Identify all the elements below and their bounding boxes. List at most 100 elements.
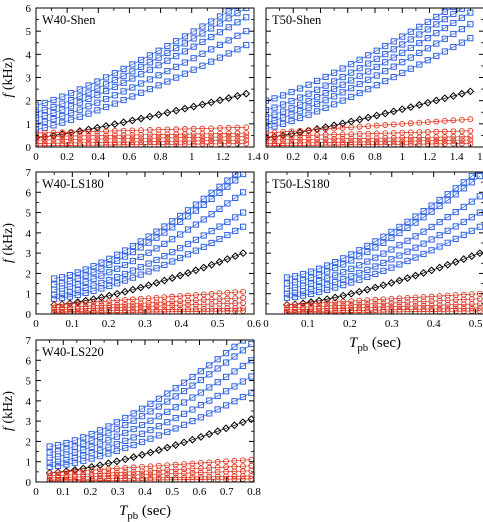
data-point-circle — [139, 468, 145, 475]
data-point-square — [436, 196, 443, 204]
data-point-square — [189, 382, 196, 389]
data-point-square — [54, 442, 62, 449]
data-point-square — [283, 274, 291, 281]
data-point-diamond — [180, 104, 189, 113]
data-point-square — [388, 228, 395, 236]
data-point-square — [399, 41, 406, 48]
data-point-square — [164, 398, 171, 405]
data-point-square — [90, 287, 97, 294]
data-point-square — [173, 38, 180, 45]
data-point-square — [468, 198, 475, 205]
x-tick-label: 0 — [263, 151, 269, 163]
data-point-square — [424, 18, 431, 26]
data-point-square — [111, 92, 118, 99]
data-point-circle — [348, 307, 355, 314]
data-point-square — [404, 248, 411, 255]
data-point-square — [189, 373, 196, 381]
data-point-square — [382, 51, 389, 58]
data-point-circle — [380, 300, 387, 307]
data-point-circle — [348, 135, 355, 142]
x-axis-title: Tpb (sec) — [349, 335, 401, 354]
data-point-circle — [120, 132, 127, 139]
data-point-square — [399, 49, 406, 56]
data-point-circle — [364, 307, 371, 314]
data-point-circle — [365, 138, 372, 145]
data-point-diamond — [415, 101, 424, 109]
data-point-square — [232, 172, 239, 178]
data-point-circle — [50, 136, 57, 143]
data-point-circle — [441, 128, 448, 135]
data-point-circle — [308, 300, 315, 307]
data-point-square — [41, 112, 48, 119]
data-point-square — [51, 291, 58, 298]
data-point-circle — [164, 476, 171, 482]
data-point-square — [340, 269, 347, 276]
data-point-square — [364, 242, 371, 250]
data-point-circle — [380, 306, 387, 313]
x-tick-label: 0.1 — [56, 486, 70, 498]
data-point-diamond — [172, 106, 181, 115]
data-point-circle — [206, 469, 213, 476]
data-point-circle — [407, 120, 414, 127]
data-point-circle — [232, 289, 239, 296]
data-point-square — [46, 459, 53, 466]
y-tick-label: 2 — [26, 96, 32, 108]
series-line-blue — [36, 30, 247, 125]
data-point-square — [322, 90, 329, 97]
data-point-diamond — [102, 122, 110, 130]
data-point-circle — [316, 300, 323, 306]
data-point-circle — [71, 468, 78, 475]
data-point-square — [216, 29, 224, 36]
data-point-square — [373, 82, 380, 89]
data-point-square — [208, 46, 215, 53]
x-tick-label: 0.8 — [154, 151, 168, 163]
data-point-circle — [80, 467, 87, 474]
data-point-circle — [424, 137, 431, 144]
data-point-square — [313, 86, 321, 93]
data-point-square — [50, 96, 57, 104]
data-point-square — [164, 419, 171, 426]
data-point-circle — [164, 467, 171, 473]
data-point-circle — [129, 132, 136, 138]
data-point-circle — [181, 138, 188, 145]
data-point-square — [82, 272, 89, 279]
y-tick-label: 6 — [26, 187, 32, 199]
data-point-circle — [300, 300, 306, 307]
data-point-square — [356, 72, 363, 80]
series-line-blue — [286, 172, 478, 278]
data-point-square — [436, 232, 443, 239]
data-point-square — [96, 453, 104, 460]
data-point-diamond — [205, 430, 214, 439]
data-point-square — [180, 379, 188, 386]
data-point-circle — [181, 134, 188, 141]
data-point-diamond — [144, 281, 153, 290]
x-tick-label: 0.1 — [65, 318, 79, 330]
data-point-square — [169, 224, 176, 231]
data-point-square — [234, 8, 241, 10]
data-point-circle — [138, 138, 145, 145]
data-point-square — [231, 353, 238, 360]
data-point-circle — [266, 130, 269, 137]
data-point-circle — [120, 141, 127, 147]
data-point-square — [296, 85, 304, 92]
data-point-diamond — [121, 287, 129, 296]
data-point-square — [164, 78, 171, 85]
data-point-circle — [103, 142, 110, 147]
data-point-square — [197, 401, 204, 409]
series-line-blue — [266, 8, 464, 111]
data-point-square — [407, 44, 414, 52]
data-point-square — [305, 81, 312, 88]
data-point-square — [105, 444, 112, 451]
data-point-square — [388, 256, 395, 263]
data-point-circle — [138, 141, 145, 147]
data-point-square — [85, 95, 92, 103]
data-point-diamond — [136, 283, 145, 292]
data-point-square — [365, 68, 372, 75]
data-point-circle — [441, 140, 448, 147]
data-point-circle — [63, 477, 70, 482]
panel-title: T50-Shen — [272, 13, 322, 27]
data-point-square — [105, 437, 112, 444]
data-point-square — [232, 214, 239, 221]
data-point-square — [129, 242, 136, 250]
data-point-circle — [458, 128, 465, 134]
